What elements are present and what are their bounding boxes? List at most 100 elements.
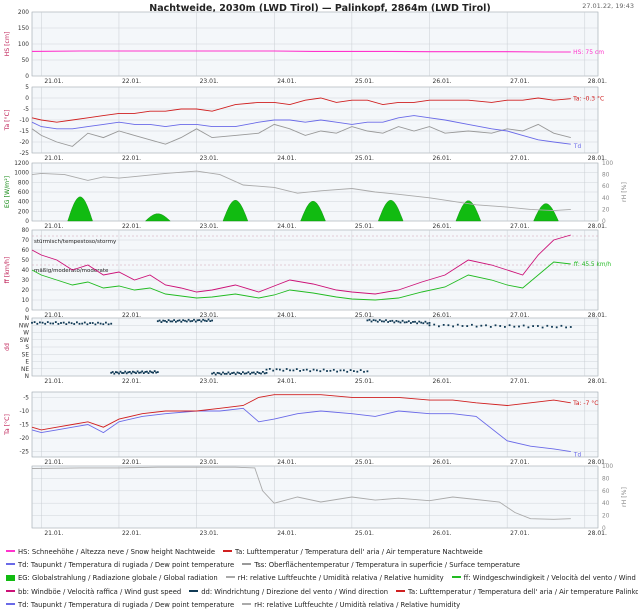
wind-direction-point xyxy=(381,320,383,323)
x-tick-label: 27.01. xyxy=(510,155,529,162)
wind-direction-point xyxy=(57,323,60,325)
wind-direction-point xyxy=(268,368,271,370)
wind-direction-point xyxy=(60,322,62,324)
legend-item: bb: Windböe / Velocità raffica / Wind gu… xyxy=(6,586,181,599)
y-tick-label: 10 xyxy=(22,298,30,304)
wind-direction-point xyxy=(149,370,151,373)
x-tick-label: 24.01. xyxy=(277,459,296,466)
wind-direction-point xyxy=(401,319,404,322)
x-tick-label: 25.01. xyxy=(355,459,374,466)
legend-label: ff: Windgeschwindigkeit / Velocità del v… xyxy=(463,574,638,583)
wind-direction-point xyxy=(223,372,226,375)
wind-direction-point xyxy=(329,369,332,372)
direction-tick-label: N xyxy=(25,374,29,380)
wind-direction-point xyxy=(368,318,371,321)
wind-direction-point xyxy=(41,321,44,324)
wind-direction-point xyxy=(105,321,107,324)
wind-direction-point xyxy=(263,372,266,375)
y-tick-label: -15 xyxy=(20,423,30,429)
x-tick-label: 27.01. xyxy=(510,223,529,230)
legend-swatch xyxy=(451,576,461,579)
x-tick-label: 21.01. xyxy=(44,155,63,162)
radiation-peak xyxy=(144,213,171,222)
legend-row: HS: Schneehöhe / Altezza neve / Snow hei… xyxy=(6,546,638,559)
wind-direction-point xyxy=(205,320,208,322)
wind-direction-point xyxy=(461,325,464,327)
y-tick-label-right: 60 xyxy=(602,184,610,190)
wind-direction-point xyxy=(136,370,139,373)
legend-swatch xyxy=(189,589,199,592)
legend-label: rH: relative Luftfeuchte / Umidità relat… xyxy=(237,574,444,583)
wind-direction-point xyxy=(97,321,99,324)
wind-speed-line xyxy=(31,261,571,301)
wind-direction-point xyxy=(370,320,373,323)
legend-item: Td: Taupunkt / Temperatura di rugiada / … xyxy=(6,559,234,572)
wind-direction-point xyxy=(110,371,113,374)
legend-label: EG: Globalstrahlung / Radiazione globale… xyxy=(18,574,218,583)
wind-direction-point xyxy=(135,372,137,374)
legend-swatch xyxy=(242,563,252,566)
y-tick-label: 1200 xyxy=(14,161,29,167)
wind-direction-point xyxy=(513,325,516,328)
wind-direction-point xyxy=(252,371,255,374)
wind-direction-point xyxy=(222,371,224,374)
wind-direction-point xyxy=(397,320,400,323)
wind-direction-point xyxy=(116,371,119,374)
y-tick-label: -25 xyxy=(20,151,30,157)
x-tick-label: 21.01. xyxy=(44,459,63,466)
legend: HS: Schneehöhe / Altezza neve / Snow hei… xyxy=(6,546,638,612)
y-tick-label: -10 xyxy=(20,409,30,415)
timestamp: 27.01.22, 19:43 xyxy=(582,2,634,10)
y-tick-label-right: 0 xyxy=(602,526,606,532)
wind-direction-point xyxy=(124,370,127,373)
dew-point-line xyxy=(31,115,571,145)
wind-direction-point xyxy=(175,320,177,323)
legend-swatch xyxy=(6,589,15,592)
legend-item: HS: Schneehöhe / Altezza neve / Snow hei… xyxy=(6,546,215,559)
x-tick-label: 27.01. xyxy=(510,459,529,466)
legend-item: EG: Globalstrahlung / Radiazione globale… xyxy=(6,572,218,585)
wind-direction-point xyxy=(218,372,221,375)
wind-direction-point xyxy=(65,323,68,325)
wind-direction-point xyxy=(118,372,120,375)
legend-swatch xyxy=(6,602,15,605)
wind-direction-point xyxy=(130,372,133,375)
wind-direction-point xyxy=(73,323,76,325)
wind-direction-point xyxy=(292,369,295,372)
wind-direction-point xyxy=(147,372,150,374)
wind-direction-point xyxy=(555,326,558,329)
wind-direction-point xyxy=(532,325,534,327)
x-tick-label: 26.01. xyxy=(433,530,452,537)
wind-direction-point xyxy=(336,370,338,373)
palinkopf-dew-line xyxy=(31,407,571,453)
direction-tick-label: S xyxy=(25,345,29,351)
wind-direction-point xyxy=(78,322,81,325)
x-tick-label: 23.01. xyxy=(200,459,219,466)
wind-direction-point xyxy=(403,321,406,324)
legend-row: bb: Windböe / Velocità raffica / Wind gu… xyxy=(6,586,638,599)
y-tick-label: 100 xyxy=(18,42,29,48)
palinkopf-air-line xyxy=(31,394,571,431)
x-tick-label: 26.01. xyxy=(433,312,452,319)
y-tick-label: -5 xyxy=(23,107,29,113)
y-tick-label: 30 xyxy=(22,278,30,284)
x-tick-label: 24.01. xyxy=(277,378,296,385)
wind-direction-point xyxy=(144,371,147,373)
wind-direction-point xyxy=(81,322,84,325)
y-tick-label: 400 xyxy=(18,200,29,206)
wind-direction-point xyxy=(36,322,39,325)
y-axis-label: Ta [°C] xyxy=(3,414,11,436)
wind-direction-point xyxy=(489,326,492,328)
y-tick-label-right: 60 xyxy=(602,489,610,495)
surface-temp-line xyxy=(31,123,571,147)
wind-direction-point xyxy=(155,371,158,374)
wind-direction-point xyxy=(234,373,237,376)
wind-direction-point xyxy=(299,370,301,372)
legend-label: Td: Taupunkt / Temperatura di rugiada / … xyxy=(18,600,235,609)
y-tick-label: 0 xyxy=(25,308,29,314)
y-tick-label: -20 xyxy=(20,436,30,442)
wind-direction-point xyxy=(110,322,113,325)
wind-direction-point xyxy=(383,320,385,323)
wind-direction-point xyxy=(416,322,418,325)
y-tick-label-right: 80 xyxy=(602,173,610,179)
